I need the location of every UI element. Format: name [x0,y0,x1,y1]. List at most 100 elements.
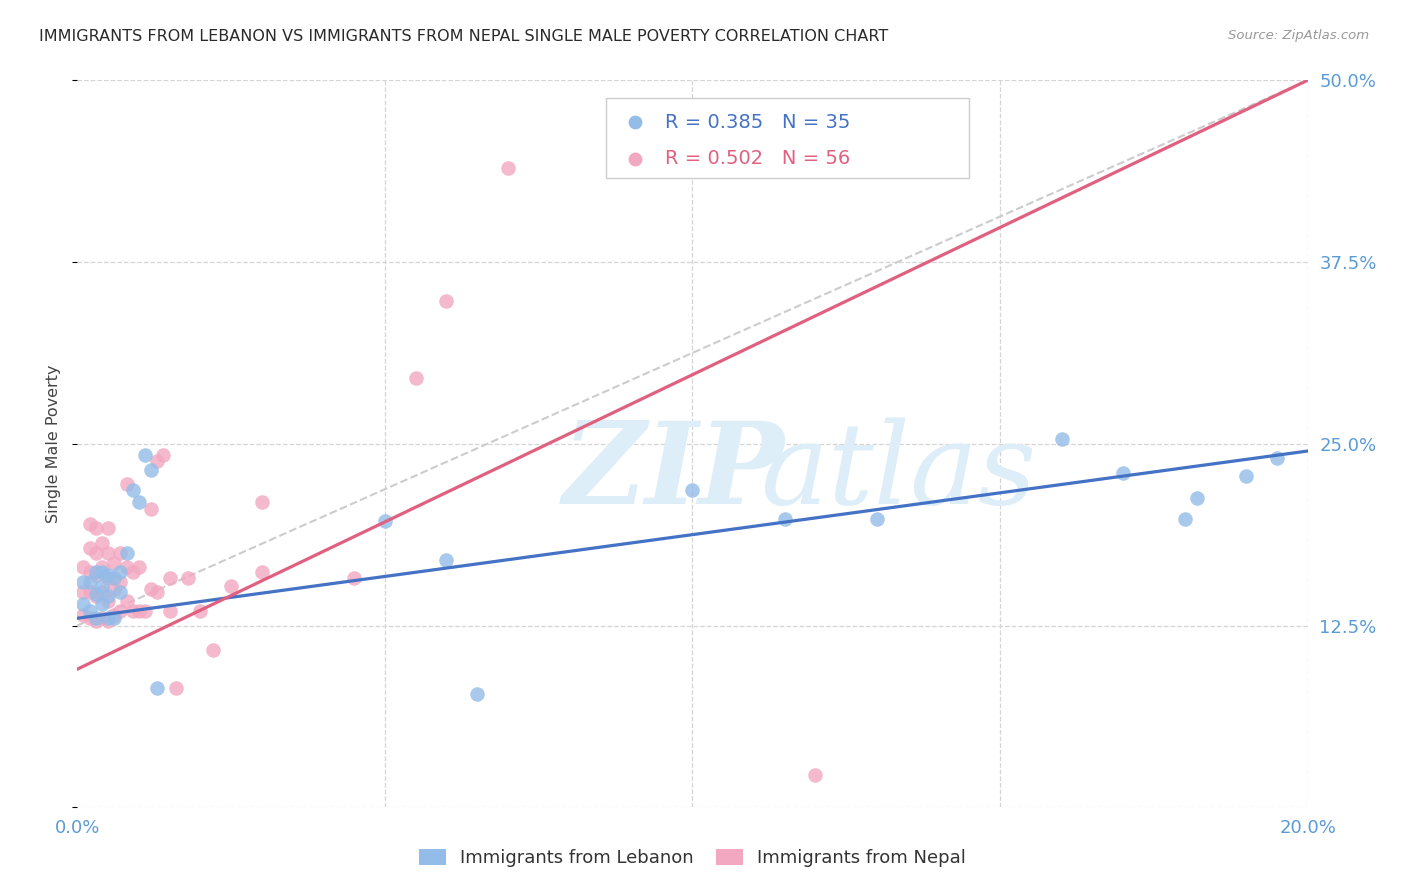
Point [343,570,366,584]
Point [72,608,94,623]
Point [97,546,120,560]
Point [146,585,169,599]
Point [201,643,224,657]
Point [110,604,132,618]
Text: R = 0.502   N = 56: R = 0.502 N = 56 [665,149,851,169]
Point [465,687,488,701]
Point [250,565,273,579]
Point [90,535,114,549]
Point [84,590,107,604]
Point [682,483,704,498]
Text: atlas: atlas [761,417,1036,528]
Point [773,512,796,526]
Point [110,565,132,579]
Point [84,565,107,579]
Point [121,483,143,498]
Point [188,604,212,618]
Point [1234,468,1257,483]
Point [110,546,132,560]
Point [128,604,150,618]
Point [682,134,704,148]
Point [103,608,125,623]
Point [84,586,107,600]
Point [177,570,200,584]
Point [121,565,143,579]
Text: R = 0.385   N = 35: R = 0.385 N = 35 [665,113,851,132]
Point [90,579,114,593]
Point [1174,512,1197,526]
Point [72,560,94,574]
Point [72,597,94,611]
Point [128,495,150,509]
Point [84,567,107,582]
Point [79,541,101,556]
Point [72,574,94,589]
Point [374,514,396,528]
Point [97,594,120,608]
Point [97,611,120,625]
Point [1050,433,1073,447]
Point [84,614,107,628]
Point [1185,491,1208,505]
Point [436,294,458,309]
Point [1265,451,1288,466]
Point [146,454,169,468]
Point [128,560,150,574]
Point [79,604,101,618]
FancyBboxPatch shape [606,98,969,178]
Point [97,570,120,584]
Text: Source: ZipAtlas.com: Source: ZipAtlas.com [1229,29,1369,42]
Point [496,161,519,175]
Point [110,585,132,599]
Point [159,604,181,618]
Point [152,449,174,463]
Point [141,502,163,516]
Point [121,604,143,618]
Point [115,594,138,608]
Point [90,585,114,599]
Point [97,521,120,535]
Point [90,565,114,579]
Point [436,553,458,567]
Point [866,512,889,526]
Point [84,546,107,560]
Point [79,611,101,625]
Point [79,574,101,589]
Point [115,560,138,574]
Point [134,604,156,618]
Legend: Immigrants from Lebanon, Immigrants from Nepal: Immigrants from Lebanon, Immigrants from… [419,849,966,867]
Point [804,768,827,782]
Point [90,560,114,574]
Y-axis label: Single Male Poverty: Single Male Poverty [46,365,62,523]
Point [141,582,163,597]
Text: ZIP: ZIP [564,417,786,528]
Point [90,597,114,611]
Point [110,574,132,589]
Point [115,546,138,560]
Point [79,565,101,579]
Point [97,614,120,628]
Point [103,570,125,584]
Point [146,681,169,695]
Point [84,611,107,625]
Point [250,495,273,509]
Point [405,371,427,385]
Point [103,556,125,570]
Point [103,611,125,625]
Point [1112,466,1135,480]
Point [79,585,101,599]
Point [219,579,242,593]
Point [79,516,101,531]
Point [165,681,187,695]
Point [141,463,163,477]
Point [97,567,120,582]
Point [134,449,156,463]
Point [159,570,181,584]
Point [103,582,125,597]
Point [90,611,114,625]
Point [97,590,120,604]
Text: IMMIGRANTS FROM LEBANON VS IMMIGRANTS FROM NEPAL SINGLE MALE POVERTY CORRELATION: IMMIGRANTS FROM LEBANON VS IMMIGRANTS FR… [39,29,889,44]
Point [84,521,107,535]
Point [115,477,138,491]
Point [72,585,94,599]
